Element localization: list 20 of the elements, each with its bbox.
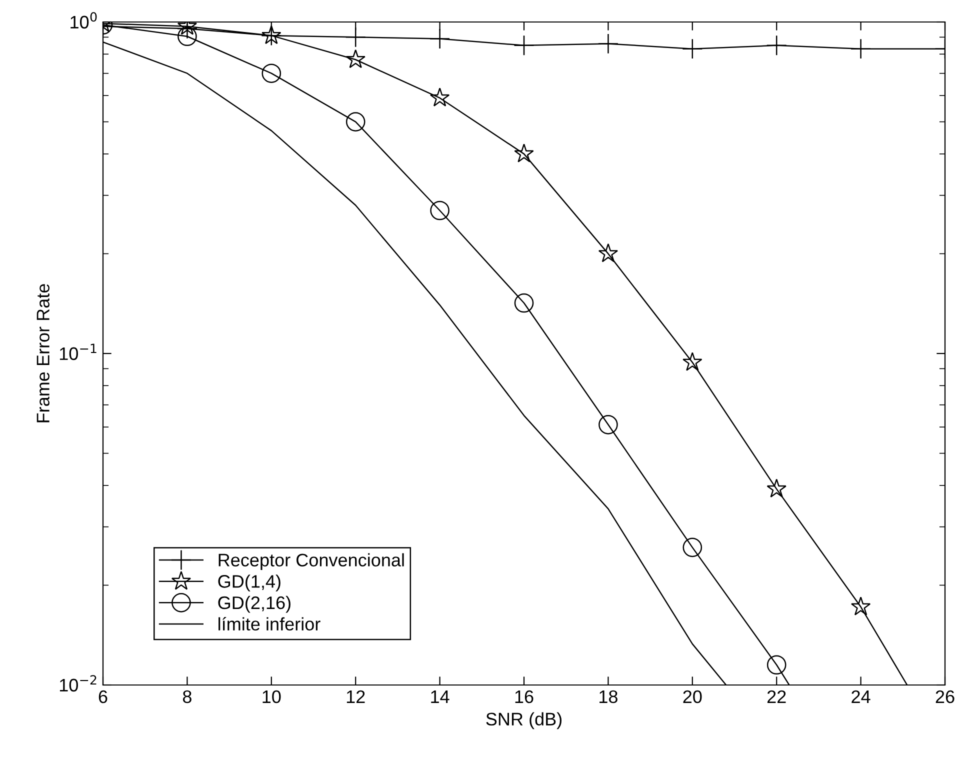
x-tick-label: 12 bbox=[346, 690, 365, 703]
x-tick-label: 26 bbox=[936, 690, 954, 704]
x-tick-label: 14 bbox=[431, 690, 450, 703]
x-axis-title: SNR (dB) bbox=[486, 712, 562, 730]
legend-label: Receptor Convencional bbox=[218, 553, 404, 570]
y-tick-label: 10$^{−2}$ bbox=[60, 675, 96, 692]
y-tick-label: 10$^{0}$ bbox=[70, 12, 97, 29]
x-tick-label: 22 bbox=[767, 690, 786, 703]
legend-label: GD(1,4) bbox=[218, 574, 280, 592]
x-tick-label: 24 bbox=[852, 690, 870, 703]
x-tick-label: 6 bbox=[98, 690, 108, 704]
x-tick-label: 16 bbox=[515, 690, 534, 704]
x-tick-label: 20 bbox=[683, 690, 702, 704]
x-tick-label: 18 bbox=[600, 690, 618, 704]
x-tick-label: 10 bbox=[262, 690, 281, 704]
x-tick-label: 8 bbox=[182, 690, 192, 704]
y-tick-label: 10$^{−1}$ bbox=[60, 344, 96, 360]
legend-label: límite inferior bbox=[218, 617, 320, 631]
y-axis-title: Frame Error Rate bbox=[36, 284, 50, 422]
legend-label: GD(2,16) bbox=[218, 596, 290, 613]
